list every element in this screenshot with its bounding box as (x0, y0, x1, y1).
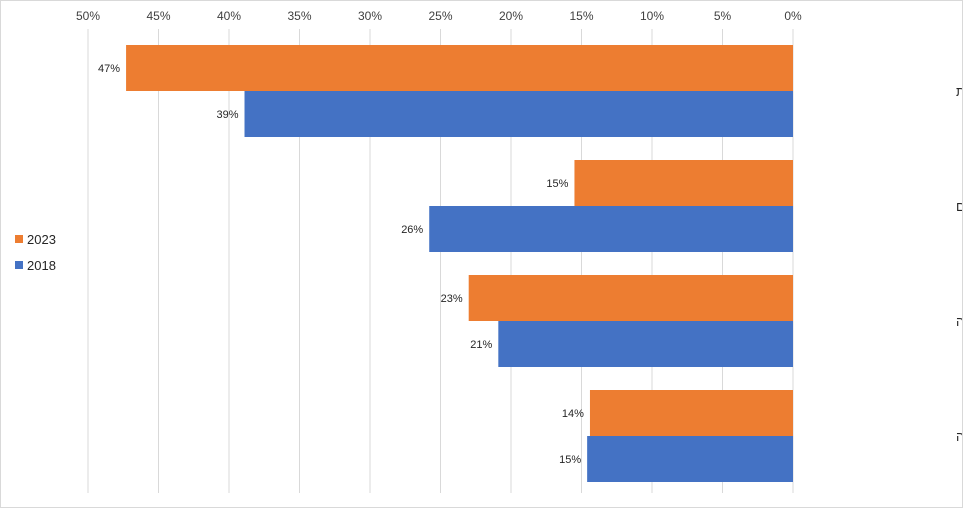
x-tick-label: 35% (287, 9, 311, 23)
bar-2023 (126, 45, 793, 91)
x-tick-label: 0% (784, 9, 802, 23)
category-label: גמישות וחופש פעולה (956, 314, 962, 329)
data-label: 23% (441, 293, 463, 305)
bar-2023 (468, 275, 793, 321)
category-label: הגשמה עצמית ואופק קידום (956, 199, 962, 214)
data-label: 39% (216, 109, 238, 121)
data-label: 26% (401, 224, 423, 236)
bar-2023 (589, 390, 793, 436)
bar-2018 (429, 206, 793, 252)
data-label: 14% (562, 408, 584, 420)
legend-swatch (15, 261, 23, 269)
legend-label: 2023 (27, 232, 56, 247)
bar-2018 (587, 436, 793, 482)
category-label: שכר והטבות (956, 84, 962, 99)
x-tick-label: 20% (499, 9, 523, 23)
x-tick-label: 15% (569, 9, 593, 23)
x-tick-label: 45% (146, 9, 170, 23)
bar-2018 (498, 321, 793, 367)
x-tick-label: 25% (428, 9, 452, 23)
legend-swatch (15, 235, 23, 243)
x-tick-label: 30% (358, 9, 382, 23)
data-label: 15% (559, 454, 581, 466)
bar-2023 (574, 160, 793, 206)
data-label: 15% (546, 178, 568, 190)
x-tick-label: 5% (714, 9, 732, 23)
data-label: 47% (98, 63, 120, 75)
data-label: 21% (470, 339, 492, 351)
bar-2018 (244, 91, 793, 137)
x-tick-label: 10% (640, 9, 664, 23)
x-tick-label: 40% (217, 9, 241, 23)
category-label: סביבת עבודה נעימה (956, 429, 962, 444)
legend-label: 2018 (27, 258, 56, 273)
x-tick-label: 50% (76, 9, 100, 23)
